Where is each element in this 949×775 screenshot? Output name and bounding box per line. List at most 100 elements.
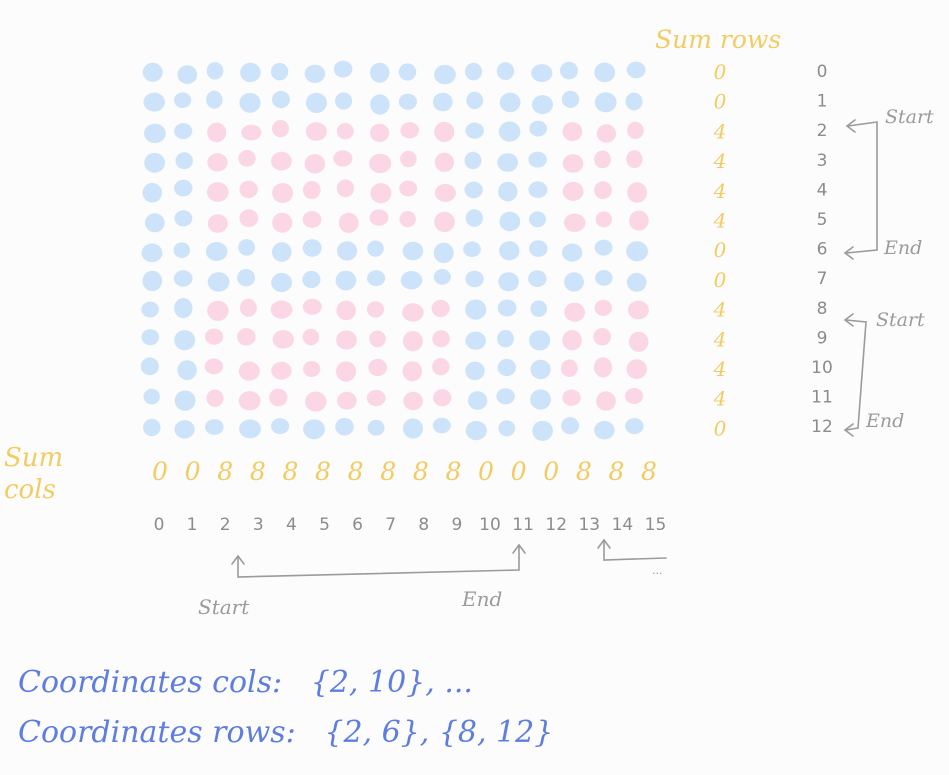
blue-dot: [142, 62, 163, 82]
blue-dot: [174, 210, 193, 227]
blue-dot: [335, 270, 357, 291]
col-sum-value: 8: [445, 457, 461, 486]
col-index-label: 4: [286, 515, 297, 535]
blue-dot: [496, 62, 515, 80]
col-index-label: 8: [418, 515, 429, 535]
blue-dot: [177, 360, 197, 381]
blue-dot: [206, 90, 223, 109]
blue-dot: [403, 418, 423, 439]
col-index-label: 13: [578, 515, 600, 535]
pink-dot: [594, 299, 612, 316]
pink-dot: [369, 209, 389, 226]
blue-dot: [398, 93, 417, 110]
blue-dot: [465, 361, 485, 381]
pink-dot: [239, 298, 257, 317]
blue-dot: [595, 270, 613, 286]
blue-dot: [433, 269, 451, 285]
col-index-label: 2: [220, 515, 231, 535]
col-sum-value: 0: [185, 457, 201, 486]
col-start-label: Start: [198, 595, 250, 619]
pink-dot: [626, 150, 643, 169]
blue-dot: [144, 213, 165, 233]
blue-dot: [434, 64, 456, 85]
row-index-label: 11: [811, 388, 833, 408]
blue-dot: [205, 419, 224, 435]
pink-dot: [207, 122, 227, 143]
col-index-row: 0 1 2 3 4 5 6 7 8 9 10 11 12 13 14 15: [154, 515, 667, 535]
pink-dot: [336, 330, 357, 350]
blue-dot: [498, 121, 521, 142]
blue-dot: [465, 209, 483, 227]
col-sum-value: 8: [315, 457, 331, 486]
col-continuation-dots: ...: [652, 564, 663, 577]
row-sum-value: 0: [714, 60, 727, 84]
pink-dot: [370, 183, 392, 204]
col-sum-value: 8: [380, 457, 396, 486]
col-index-label: 12: [545, 515, 567, 535]
row-start-label-2: Start: [876, 309, 925, 331]
blue-dot: [497, 153, 519, 172]
blue-dot: [465, 62, 482, 81]
blue-dot: [174, 330, 196, 351]
blue-dot: [561, 90, 580, 108]
blue-dot: [206, 62, 224, 80]
pink-dot: [272, 330, 294, 349]
blue-dot: [499, 92, 521, 113]
pink-dot: [434, 183, 456, 202]
pink-dot: [336, 179, 355, 198]
blue-dot: [174, 298, 193, 319]
blue-dot: [626, 241, 648, 262]
blue-dot: [270, 62, 289, 81]
col-sum-value: 0: [478, 457, 494, 486]
col-sum-value: 8: [413, 457, 429, 486]
blue-dot: [529, 240, 548, 257]
blue-dot: [464, 151, 482, 170]
blue-dot: [174, 420, 195, 439]
blue-dot: [594, 62, 616, 83]
blue-dot: [141, 301, 159, 318]
blue-dot: [465, 299, 487, 320]
blue-dot: [498, 420, 516, 437]
pink-dot: [272, 183, 294, 203]
blue-dot: [528, 151, 547, 168]
pink-dot: [207, 300, 229, 321]
pink-dot: [626, 359, 647, 380]
pink-dot: [302, 181, 321, 199]
pink-dot: [627, 121, 644, 139]
blue-dot: [305, 92, 327, 113]
pink-dot: [366, 389, 386, 407]
blue-dot: [497, 358, 516, 377]
blue-dot: [465, 270, 484, 288]
pink-dot: [402, 361, 423, 382]
blue-dot: [142, 183, 163, 203]
pink-dot: [596, 124, 617, 143]
pink-dot: [628, 331, 649, 352]
col-sum-value: 8: [282, 457, 298, 486]
blue-dot: [465, 331, 487, 350]
blue-dot: [560, 61, 578, 80]
row-index-label: 5: [817, 210, 828, 230]
row-index-label: 4: [817, 180, 828, 200]
col-index-label: 15: [645, 515, 667, 535]
col-index-label: 5: [319, 515, 330, 535]
pink-dot: [206, 182, 229, 202]
pink-dot: [368, 358, 388, 377]
blue-dot: [499, 211, 521, 232]
blue-dot: [238, 239, 256, 256]
blue-dot: [304, 64, 326, 83]
blue-dot: [497, 299, 517, 317]
pink-dot: [335, 361, 357, 382]
blue-dot: [370, 62, 390, 83]
blue-dot: [402, 241, 424, 261]
row-sum-value: 4: [713, 327, 727, 351]
col-sum-value: 0: [152, 457, 168, 486]
blue-dot: [302, 270, 321, 289]
pink-dot: [594, 181, 612, 200]
blue-dot: [594, 239, 613, 256]
blue-dot: [432, 92, 453, 112]
blue-dot: [498, 272, 519, 292]
pink-dot: [562, 181, 584, 201]
col-end-label: End: [461, 587, 502, 611]
pink-dot: [303, 361, 321, 377]
